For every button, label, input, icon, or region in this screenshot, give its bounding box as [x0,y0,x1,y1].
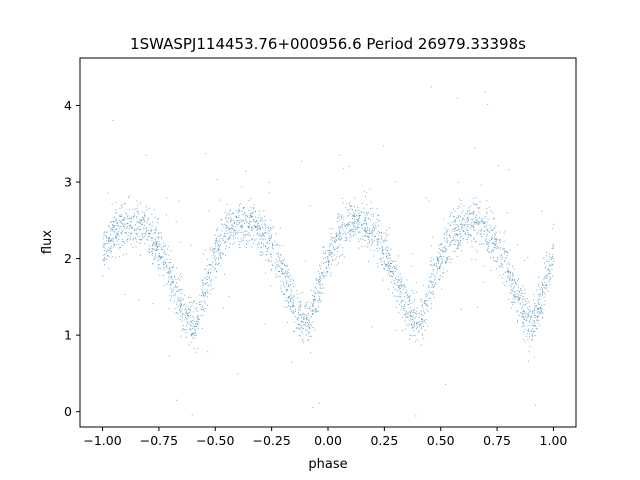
x-tick-label: 0.50 [427,433,455,448]
y-tick-label: 2 [64,251,72,266]
x-tick-label: 0.75 [483,433,511,448]
x-axis: −1.00 −0.75 −0.50 −0.25 0.00 0.25 0.50 0.75 1.00 [83,427,567,448]
x-tick-label: −1.00 [83,433,121,448]
x-axis-label: phase [308,457,347,472]
x-tick-label: 0.00 [314,433,342,448]
y-tick-label: 1 [64,328,72,343]
x-tick-label: −0.25 [252,433,290,448]
x-tick-label: −0.75 [140,433,178,448]
y-axis: 0 1 2 3 4 [64,98,80,419]
x-tick-label: 0.25 [370,433,398,448]
plot-frame [79,57,577,428]
chart-title: 1SWASPJ114453.76+000956.6 Period 26979.3… [130,35,526,53]
y-axis-label: flux [40,230,55,254]
x-tick-label: −0.50 [196,433,234,448]
scatter-points [102,86,555,417]
y-tick-label: 4 [64,98,72,113]
series-points [102,86,555,417]
y-tick-label: 3 [64,175,72,190]
x-tick-label: 1.00 [540,433,568,448]
y-tick-label: 0 [64,404,72,419]
